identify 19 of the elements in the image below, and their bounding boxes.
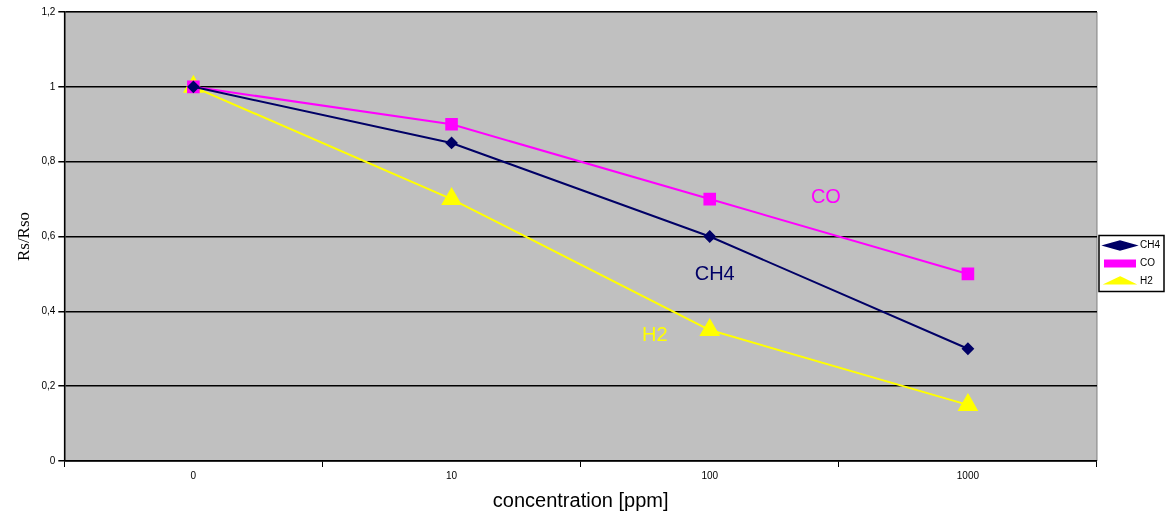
y-tick-label: 0,2	[41, 379, 56, 391]
y-axis-title: Rs/Rso	[13, 211, 33, 262]
y-tick-label: 0,8	[41, 155, 56, 167]
annotation: CH4	[694, 262, 735, 285]
x-axis-title: concentration [ppm]	[492, 488, 669, 511]
x-tick-label: 1000	[956, 469, 980, 481]
annotation: CO	[810, 185, 841, 208]
annotation: H2	[641, 322, 668, 345]
y-tick-label: 1	[49, 80, 56, 92]
legend-label: H2	[1140, 275, 1154, 287]
x-tick-label: 0	[190, 469, 197, 481]
y-tick-label: 0	[49, 454, 56, 466]
x-tick-label: 10	[446, 469, 458, 481]
x-tick-label: 100	[701, 469, 719, 481]
legend-label: CO	[1140, 257, 1156, 269]
legend-label: CH4	[1140, 239, 1161, 251]
y-tick-label: 0,6	[41, 230, 56, 242]
y-tick-label: 1,2	[41, 5, 56, 17]
y-tick-label: 0,4	[41, 305, 56, 317]
